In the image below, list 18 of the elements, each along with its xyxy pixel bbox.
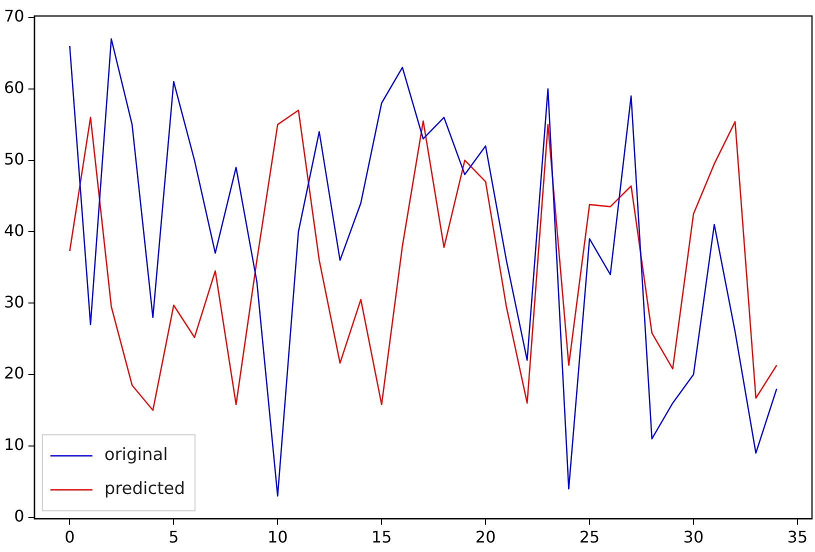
y-tick-label: 60	[4, 78, 24, 98]
y-tick-label: 50	[4, 149, 24, 168]
x-tick-label: 35	[787, 528, 808, 547]
y-tick-label: 10	[4, 435, 24, 454]
x-tick-label: 25	[579, 528, 600, 547]
x-tick-label: 5	[168, 528, 179, 547]
y-tick-label: 40	[4, 220, 24, 240]
x-tick-label: 15	[371, 528, 392, 547]
x-tick-label: 30	[683, 528, 704, 547]
x-tick-label: 0	[64, 528, 75, 547]
y-tick-label: 20	[4, 364, 24, 383]
y-tick-label: 70	[4, 6, 24, 26]
x-tick-label: 20	[475, 528, 496, 547]
x-tick-label: 10	[267, 528, 288, 547]
legend-label: predicted	[104, 479, 186, 500]
y-tick-label: 30	[4, 292, 24, 312]
legend-label: original	[104, 445, 168, 466]
y-tick-label: 0	[14, 506, 24, 526]
